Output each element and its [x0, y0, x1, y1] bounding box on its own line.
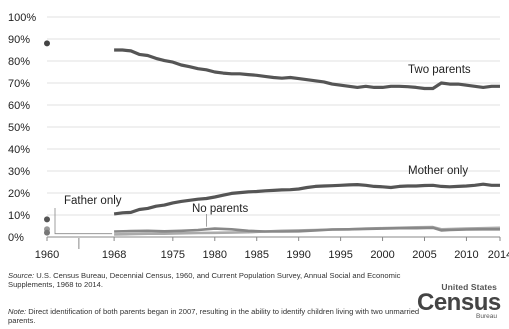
logo-top-text: United States	[441, 282, 497, 292]
y-axis-ticks: 0% 10% 20% 30% 40% 50% 60% 70% 80% 90% 100%	[8, 12, 36, 244]
line-chart: 0%10%20%30%40%50%60%70%80%90%100% 1960 19…	[8, 12, 509, 261]
y-tick-label: 100%	[8, 12, 36, 24]
data-point-1960	[44, 216, 50, 223]
x-tick-label: 2010	[454, 249, 478, 261]
y-tick-label: 20%	[8, 188, 30, 200]
logo-sub-text: Bureau	[476, 313, 497, 320]
x-tick-label: 2014	[488, 249, 509, 261]
source-text: U.S. Census Bureau, Decennial Census, 19…	[8, 271, 401, 289]
x-tick-label: 1995	[328, 249, 352, 261]
series-label-father-only: Father only	[64, 195, 122, 207]
y-tick-label: 30%	[8, 166, 30, 178]
source-note: Source: U.S. Census Bureau, Decennial Ce…	[8, 271, 438, 289]
father-only-leader	[54, 208, 113, 235]
x-tick-label: 1990	[286, 249, 310, 261]
y-tick-label: 90%	[8, 34, 30, 46]
x-axis: 1960 1968 1975 1980 1985 1990 1995 2000 2005 2010…	[35, 236, 509, 261]
series-label-no-parents: No parents	[192, 203, 249, 215]
x-tick-label: 1968	[102, 249, 126, 261]
source-label: Source:	[8, 271, 35, 280]
y-tick-label: 60%	[8, 100, 30, 112]
note-text: Direct identification of both parents be…	[8, 307, 420, 325]
series-label-two-parents: Two parents	[408, 64, 471, 76]
series-lines	[113, 48, 501, 236]
census-logo: United States Census Bureau	[417, 282, 501, 324]
x-tick-label: 2005	[412, 249, 436, 261]
y-tick-label: 70%	[8, 78, 30, 90]
data-point-1960	[44, 229, 50, 236]
series-labels: Two parents Mother only Father only No pare…	[54, 64, 471, 235]
note-label: Note:	[8, 307, 27, 316]
y-tick-label: 0%	[8, 232, 24, 244]
logo-main-text: Census	[417, 289, 501, 316]
x-tick-label: 1960	[35, 249, 59, 261]
note: Note: Direct identification of both pare…	[8, 307, 438, 325]
x-tick-label: 1980	[203, 249, 227, 261]
series-line-mother-only	[113, 182, 500, 216]
x-tick-label: 1975	[161, 249, 185, 261]
x-tick-label: 1985	[244, 249, 268, 261]
x-tick-label: 2000	[370, 249, 394, 261]
y-tick-label: 10%	[8, 210, 30, 222]
points-1960	[44, 40, 50, 236]
data-point-1960	[44, 40, 50, 47]
series-line-two-parents	[114, 48, 500, 91]
y-tick-label: 40%	[8, 144, 30, 156]
grid-lines	[47, 16, 500, 216]
series-label-mother-only: Mother only	[408, 165, 468, 177]
y-tick-label: 50%	[8, 122, 30, 134]
y-tick-label: 80%	[8, 56, 30, 68]
series-line-no-parents	[114, 226, 500, 233]
